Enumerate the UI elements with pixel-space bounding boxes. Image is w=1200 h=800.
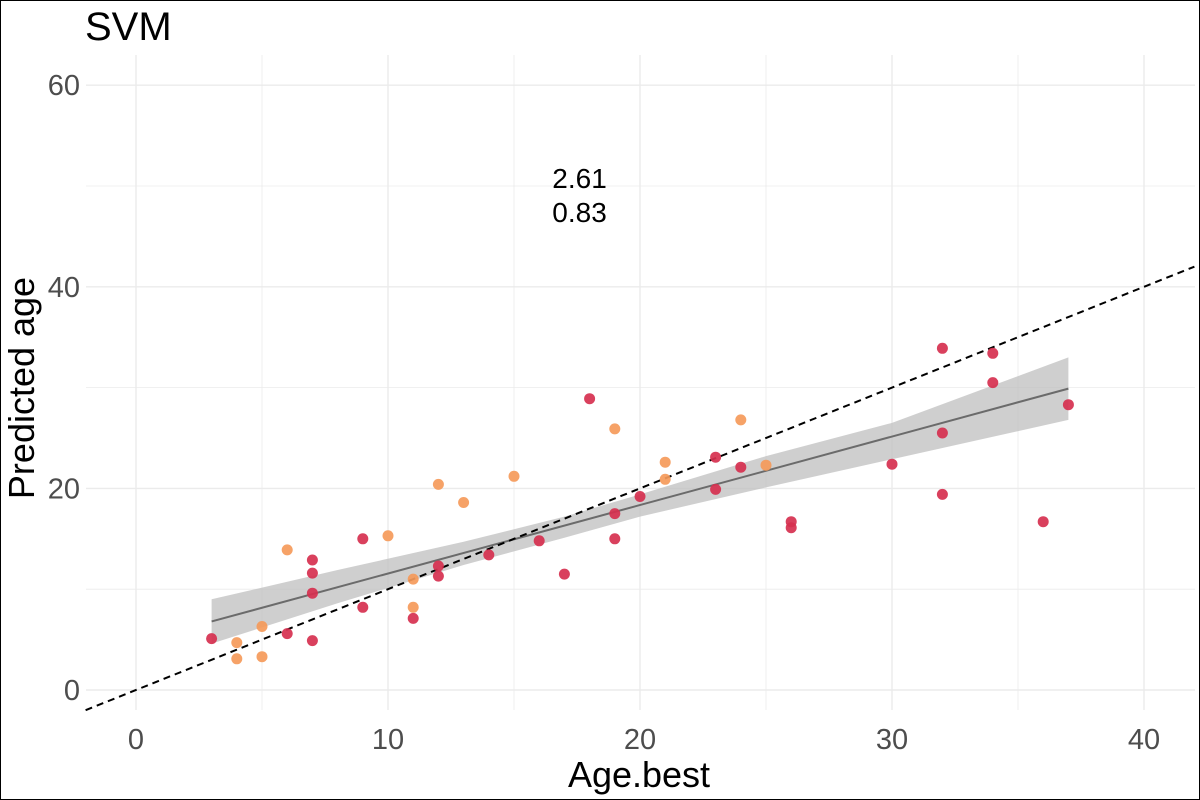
annotation-rmse: 2.61 xyxy=(552,163,607,194)
data-point xyxy=(609,508,621,520)
tick-layer: 0 10 20 30 40 0 20 40 60 xyxy=(48,70,1160,756)
data-point xyxy=(281,628,293,640)
x-tick-label: 30 xyxy=(876,724,908,756)
data-point xyxy=(231,653,243,665)
data-point xyxy=(407,612,419,624)
data-point xyxy=(256,651,268,663)
data-point xyxy=(357,601,369,613)
x-tick-label: 0 xyxy=(128,724,144,756)
data-point xyxy=(458,497,470,508)
y-axis-title: Predicted age xyxy=(1,277,42,499)
data-point xyxy=(987,347,999,359)
data-point xyxy=(634,491,646,502)
data-point xyxy=(558,568,570,580)
data-point xyxy=(432,478,444,490)
x-tick-label: 10 xyxy=(372,724,404,756)
y-tick-label: 20 xyxy=(48,473,80,505)
data-point xyxy=(1062,399,1074,411)
data-point xyxy=(306,554,318,566)
data-point xyxy=(407,601,419,613)
data-point xyxy=(659,456,671,468)
data-point xyxy=(735,414,747,426)
data-point xyxy=(231,637,243,649)
data-point xyxy=(306,567,318,579)
data-point xyxy=(508,470,520,482)
grid-layer xyxy=(86,55,1195,710)
data-point xyxy=(710,451,722,463)
data-point xyxy=(886,458,898,470)
data-point xyxy=(306,587,318,599)
data-point xyxy=(936,342,948,354)
data-point xyxy=(306,635,318,647)
data-point xyxy=(256,621,268,632)
data-point xyxy=(735,461,747,473)
x-tick-label: 40 xyxy=(1128,724,1160,756)
data-point xyxy=(432,560,444,572)
data-point xyxy=(584,393,596,405)
data-point xyxy=(609,423,621,435)
data-point xyxy=(760,459,772,471)
data-point xyxy=(710,483,722,495)
data-point xyxy=(1037,516,1049,528)
regression-line xyxy=(211,387,1069,623)
x-axis-title: Age.best xyxy=(568,754,710,795)
data-point xyxy=(206,633,218,645)
data-point xyxy=(533,535,545,547)
x-tick-label: 20 xyxy=(624,724,656,756)
data-point xyxy=(936,488,948,500)
data-point xyxy=(785,516,797,528)
data-point xyxy=(936,427,948,439)
data-point xyxy=(432,570,444,582)
data-point xyxy=(407,573,419,585)
data-point xyxy=(382,530,394,542)
data-point xyxy=(609,533,621,545)
annotation-r2: 0.83 xyxy=(552,197,607,228)
line-layer xyxy=(85,265,1195,712)
data-point xyxy=(987,377,999,389)
data-point xyxy=(357,533,369,545)
y-tick-label: 0 xyxy=(64,675,80,707)
point-layer xyxy=(206,342,1074,665)
y-tick-label: 60 xyxy=(48,70,80,102)
y-tick-label: 40 xyxy=(48,272,80,304)
data-point xyxy=(483,549,495,561)
chart-title: SVM xyxy=(85,5,172,49)
data-point xyxy=(281,544,293,556)
data-point xyxy=(659,473,671,485)
